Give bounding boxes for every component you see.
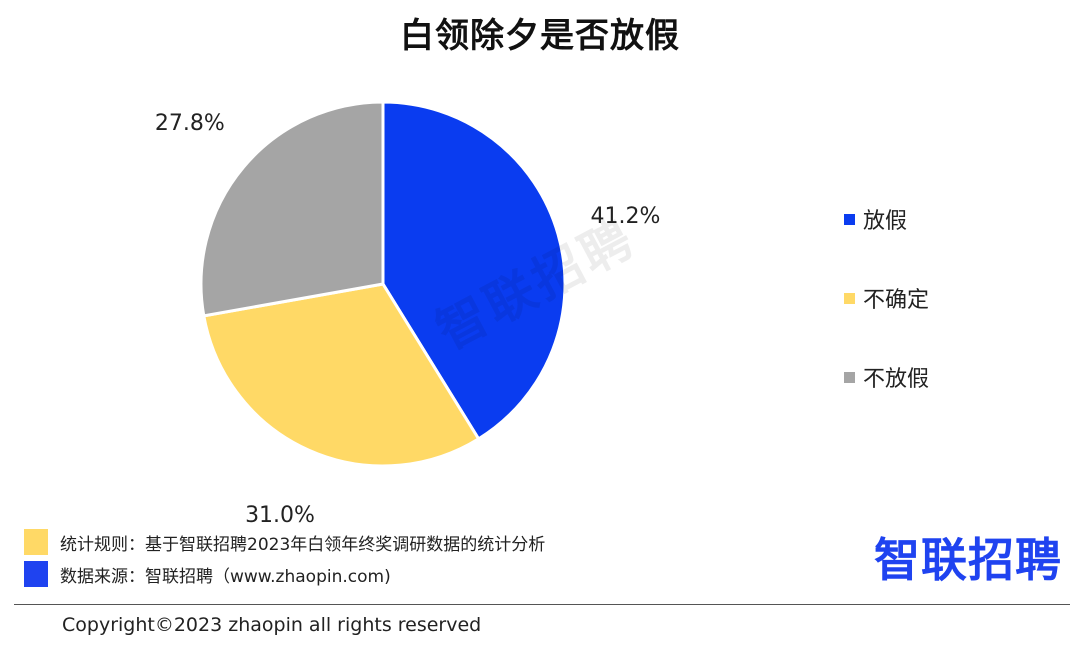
data-label-2: 27.8% — [155, 111, 225, 136]
legend-swatch — [844, 371, 855, 383]
footer-divider — [14, 604, 1070, 605]
note-text: 统计规则：基于智联招聘2023年白领年终奖调研数据的统计分析 — [60, 534, 546, 555]
brand-logo: 智联招聘 — [874, 533, 1062, 587]
chart-legend: 放假 不确定 不放假 — [844, 200, 929, 437]
legend-label: 放假 — [863, 209, 908, 234]
note-swatch — [24, 529, 48, 555]
copyright-text: Copyright©2023 zhaopin all rights reserv… — [62, 614, 482, 636]
data-label-0: 41.2% — [590, 204, 660, 229]
legend-label: 不确定 — [863, 288, 930, 313]
legend-swatch — [844, 292, 855, 304]
note-data-source: 数据来源：智联招聘（www.zhaopin.com) — [24, 560, 545, 588]
note-stat-rule: 统计规则：基于智联招聘2023年白领年终奖调研数据的统计分析 — [24, 528, 545, 556]
pie-slice-1 — [202, 282, 481, 468]
legend-label: 不放假 — [863, 367, 930, 392]
pie-slice-0 — [381, 100, 567, 441]
legend-swatch — [844, 213, 855, 225]
legend-item-fangjia: 放假 — [844, 200, 929, 238]
data-label-1: 31.0% — [245, 503, 315, 528]
legend-item-buqueding: 不确定 — [844, 279, 929, 317]
note-text: 数据来源：智联招聘（www.zhaopin.com) — [60, 566, 391, 587]
chart-title: 白领除夕是否放假 — [400, 16, 680, 56]
legend-item-bufangjia: 不放假 — [844, 358, 929, 396]
footnotes: 统计规则：基于智联招聘2023年白领年终奖调研数据的统计分析 数据来源：智联招聘… — [24, 528, 545, 592]
pie-slice-2 — [199, 100, 385, 318]
note-swatch — [24, 561, 48, 587]
